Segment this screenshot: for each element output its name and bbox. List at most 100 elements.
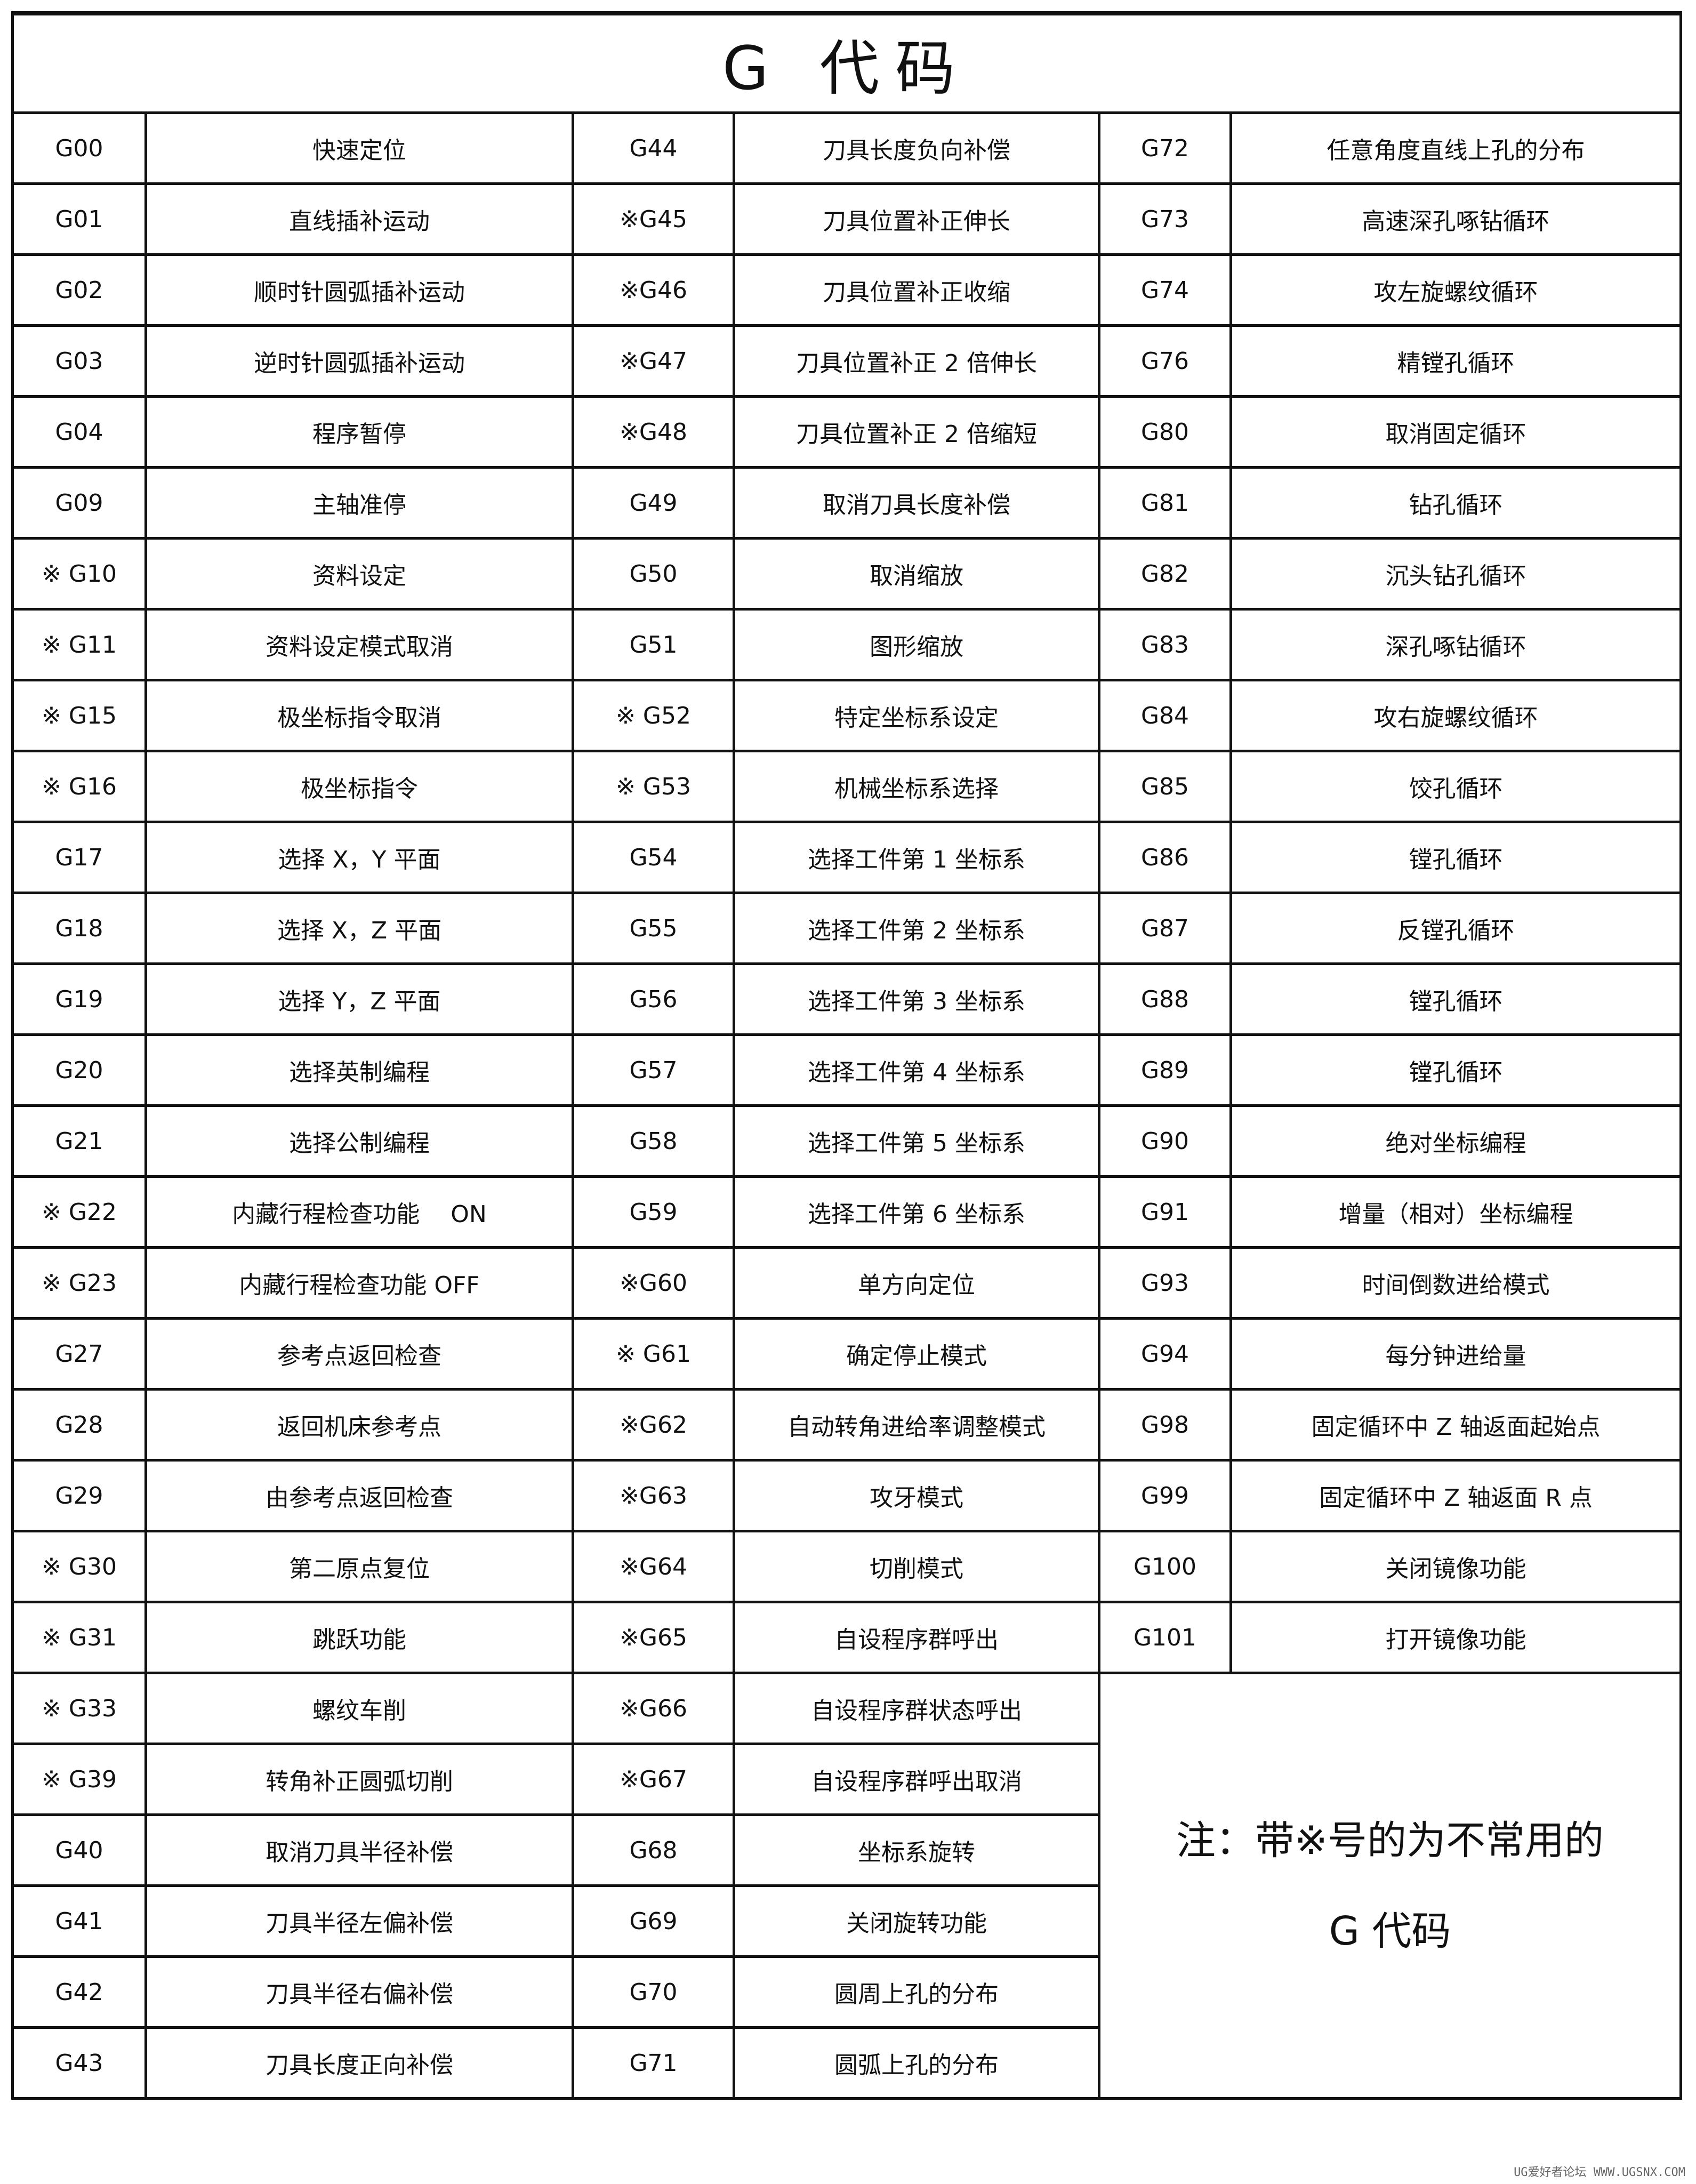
table-row: G42 刀具半径右偏补偿 G70 圆周上孔的分布 xyxy=(11,1955,1681,2029)
table-row: G09 主轴准停 G49 取消刀具长度补偿 G81 钻孔循环 xyxy=(11,466,1683,540)
code-cell: G85 xyxy=(1098,750,1232,823)
g-code-table-sheet: G 代码 G00 快速定位 G44 刀具长度负向补偿 G72 任意角度直线上孔的分布 G01… xyxy=(11,11,1683,2100)
code-cell: ※G47 xyxy=(572,324,735,398)
description-cell: 返回机床参考点 xyxy=(144,1388,574,1462)
code-cell: G27 xyxy=(11,1317,147,1391)
description-cell: 镗孔循环 xyxy=(1229,962,1683,1036)
description-cell: 刀具半径左偏补偿 xyxy=(144,1884,574,1958)
code-cell: ※G60 xyxy=(572,1246,735,1320)
code-cell: ※ G39 xyxy=(11,1743,147,1816)
code-cell: G98 xyxy=(1098,1388,1232,1462)
description-cell: 内藏行程检查功能 OFF xyxy=(144,1246,574,1320)
code-cell: G01 xyxy=(11,182,147,256)
code-cell: G58 xyxy=(572,1104,735,1178)
description-cell: 选择 X，Y 平面 xyxy=(144,821,574,894)
description-cell: 攻左旋螺纹循环 xyxy=(1229,253,1683,327)
description-cell: 快速定位 xyxy=(144,111,574,185)
code-cell: ※ G16 xyxy=(11,750,147,823)
description-cell: 每分钟进给量 xyxy=(1229,1317,1683,1391)
code-cell: G70 xyxy=(572,1955,735,2029)
code-cell: G20 xyxy=(11,1033,147,1107)
description-cell: 精镗孔循环 xyxy=(1229,324,1683,398)
description-cell: 选择工件第 1 坐标系 xyxy=(733,821,1100,894)
description-cell: 饺孔循环 xyxy=(1229,750,1683,823)
description-cell: 取消缩放 xyxy=(733,537,1100,611)
description-cell: 选择英制编程 xyxy=(144,1033,574,1107)
description-cell: 刀具长度正向补偿 xyxy=(144,2026,574,2100)
code-cell: ※ G31 xyxy=(11,1601,147,1674)
code-cell: G51 xyxy=(572,608,735,681)
table-row: G43 刀具长度正向补偿 G71 圆弧上孔的分布 xyxy=(11,2026,1681,2100)
description-cell: 刀具位置补正伸长 xyxy=(733,182,1100,256)
description-cell: 增量（相对）坐标编程 xyxy=(1229,1175,1683,1249)
description-cell: 自设程序群呼出取消 xyxy=(733,1743,1100,1816)
table-row: G40 取消刀具半径补偿 G68 坐标系旋转 xyxy=(11,1813,1681,1887)
table-title: G 代码 xyxy=(11,11,1683,114)
code-cell: ※ G15 xyxy=(11,679,147,752)
table-row: G41 刀具半径左偏补偿 G69 关闭旋转功能 xyxy=(11,1884,1681,1958)
table-row: G00 快速定位 G44 刀具长度负向补偿 G72 任意角度直线上孔的分布 xyxy=(11,111,1683,185)
code-cell: ※G46 xyxy=(572,253,735,327)
code-cell: G81 xyxy=(1098,466,1232,540)
code-cell: G57 xyxy=(572,1033,735,1107)
code-cell: ※G65 xyxy=(572,1601,735,1674)
code-cell: G80 xyxy=(1098,395,1232,469)
code-cell: G89 xyxy=(1098,1033,1232,1107)
code-cell: ※ G30 xyxy=(11,1530,147,1603)
code-cell: G56 xyxy=(572,962,735,1036)
description-cell: 选择工件第 2 坐标系 xyxy=(733,892,1100,965)
description-cell: 直线插补运动 xyxy=(144,182,574,256)
code-cell: ※ G61 xyxy=(572,1317,735,1391)
table-row: G21 选择公制编程 G58 选择工件第 5 坐标系 G90 绝对坐标编程 xyxy=(11,1104,1683,1178)
table-row: ※ G30 第二原点复位 ※G64 切削模式 G100 关闭镜像功能 xyxy=(11,1530,1683,1603)
description-cell: 选择工件第 3 坐标系 xyxy=(733,962,1100,1036)
table-row: G18 选择 X，Z 平面 G55 选择工件第 2 坐标系 G87 反镗孔循环 xyxy=(11,892,1683,965)
description-cell: 刀具长度负向补偿 xyxy=(733,111,1100,185)
table-row: G19 选择 Y，Z 平面 G56 选择工件第 3 坐标系 G88 镗孔循环 xyxy=(11,962,1683,1036)
description-cell: 资料设定 xyxy=(144,537,574,611)
watermark: UG爱好者论坛 WWW.UGSNX.COM xyxy=(1514,2166,1685,2179)
table-row: G29 由参考点返回检查 ※G63 攻牙模式 G99 固定循环中 Z 轴返面 R 点 xyxy=(11,1459,1683,1532)
description-cell: 高速深孔啄钻循环 xyxy=(1229,182,1683,256)
table-row: G03 逆时针圆弧插补运动 ※G47 刀具位置补正 2 倍伸长 G76 精镗孔循环 xyxy=(11,324,1683,398)
table-row: G01 直线插补运动 ※G45 刀具位置补正伸长 G73 高速深孔啄钻循环 xyxy=(11,182,1683,256)
description-cell: 深孔啄钻循环 xyxy=(1229,608,1683,681)
description-cell: 内藏行程检查功能 ON xyxy=(144,1175,574,1249)
note-cell: 注：带※号的为不常用的 G 代码 xyxy=(1097,1672,1683,2100)
code-cell: G74 xyxy=(1098,253,1232,327)
code-cell: G84 xyxy=(1098,679,1232,752)
description-cell: 逆时针圆弧插补运动 xyxy=(144,324,574,398)
table-row: ※ G11 资料设定模式取消 G51 图形缩放 G83 深孔啄钻循环 xyxy=(11,608,1683,681)
description-cell: 关闭镜像功能 xyxy=(1229,1530,1683,1603)
table-row: G17 选择 X，Y 平面 G54 选择工件第 1 坐标系 G86 镗孔循环 xyxy=(11,821,1683,894)
description-cell: 取消固定循环 xyxy=(1229,395,1683,469)
description-cell: 主轴准停 xyxy=(144,466,574,540)
code-cell: G76 xyxy=(1098,324,1232,398)
table-row: G04 程序暂停 ※G48 刀具位置补正 2 倍缩短 G80 取消固定循环 xyxy=(11,395,1683,469)
g-code-table: G 代码 G00 快速定位 G44 刀具长度负向补偿 G72 任意角度直线上孔的分布 G01… xyxy=(11,11,1683,2100)
table-row: ※ G33 螺纹车削 ※G66 自设程序群状态呼出 注：带※号的为不常用的 G 代码 xyxy=(11,1672,1683,2100)
description-cell: 选择 Y，Z 平面 xyxy=(144,962,574,1036)
table-row: ※ G22 内藏行程检查功能 ON G59 选择工件第 6 坐标系 G91 增量（相对）坐… xyxy=(11,1175,1683,1249)
table-row: G27 参考点返回检查 ※ G61 确定停止模式 G94 每分钟进给量 xyxy=(11,1317,1683,1391)
code-cell: ※ G22 xyxy=(11,1175,147,1249)
code-cell: G83 xyxy=(1098,608,1232,681)
code-cell: G00 xyxy=(11,111,147,185)
description-cell: 取消刀具长度补偿 xyxy=(733,466,1100,540)
description-cell: 时间倒数进给模式 xyxy=(1229,1246,1683,1320)
code-cell: ※G64 xyxy=(572,1530,735,1603)
code-cell: ※ G10 xyxy=(11,537,147,611)
description-cell: 任意角度直线上孔的分布 xyxy=(1229,111,1683,185)
code-cell: G43 xyxy=(11,2026,147,2100)
code-cell: G90 xyxy=(1098,1104,1232,1178)
code-cell: G54 xyxy=(572,821,735,894)
description-cell: 自动转角进给率调整模式 xyxy=(733,1388,1100,1462)
table-row: ※ G39 转角补正圆弧切削 ※G67 自设程序群呼出取消 xyxy=(11,1743,1681,1816)
code-cell: G19 xyxy=(11,962,147,1036)
description-cell: 刀具位置补正收缩 xyxy=(733,253,1100,327)
description-cell: 打开镜像功能 xyxy=(1229,1601,1683,1674)
code-cell: G18 xyxy=(11,892,147,965)
description-cell: 反镗孔循环 xyxy=(1229,892,1683,965)
description-cell: 自设程序群呼出 xyxy=(733,1601,1100,1674)
description-cell: 确定停止模式 xyxy=(733,1317,1100,1391)
